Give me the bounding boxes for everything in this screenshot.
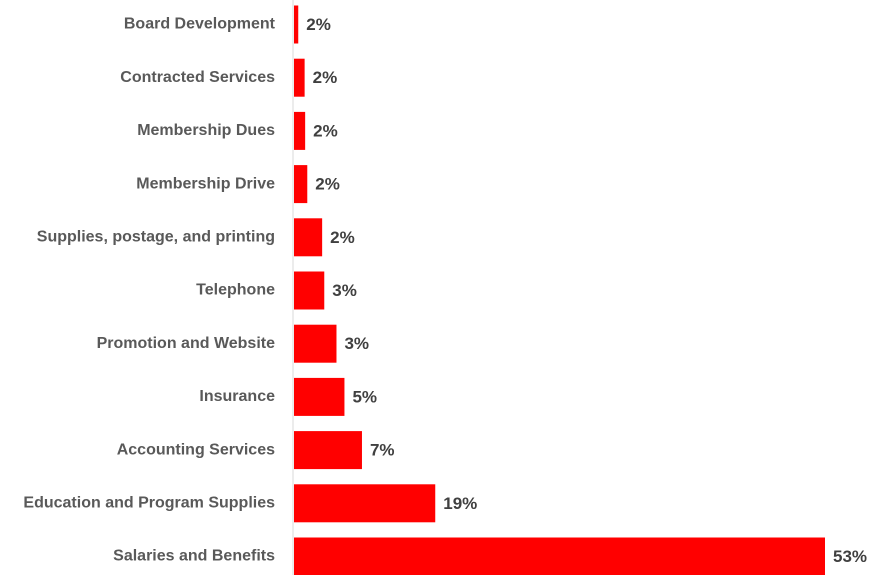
- category-label: Membership Drive: [136, 175, 275, 192]
- category-label: Promotion and Website: [97, 335, 275, 352]
- data-label: 2%: [313, 121, 338, 140]
- bar-2: [294, 58, 305, 97]
- value-labels-group: 2% 2% 2% 2% 2% 3% 3% 5% 7% 19% 53%: [306, 15, 867, 566]
- bar-5: [294, 218, 323, 257]
- category-label: Insurance: [199, 388, 275, 405]
- bar-10: [294, 484, 436, 523]
- category-label: Education and Program Supplies: [23, 495, 275, 512]
- category-label: Salaries and Benefits: [113, 548, 275, 565]
- category-label: Contracted Services: [120, 69, 275, 86]
- data-label: 2%: [330, 228, 355, 247]
- category-label: Board Development: [124, 16, 276, 33]
- bar-4: [294, 165, 308, 204]
- bar-9: [294, 431, 362, 470]
- data-label: 7%: [370, 441, 395, 460]
- data-label: 2%: [315, 175, 340, 194]
- bar-8: [294, 377, 345, 416]
- bar-7: [294, 324, 337, 363]
- bar-11: [294, 537, 825, 576]
- bars-group: [294, 5, 825, 576]
- bar-6: [294, 271, 325, 310]
- data-label: 19%: [443, 494, 477, 513]
- category-label: Accounting Services: [117, 441, 275, 458]
- data-label: 5%: [352, 387, 377, 406]
- data-label: 2%: [313, 68, 338, 87]
- category-label: Supplies, postage, and printing: [37, 229, 275, 246]
- data-label: 3%: [332, 281, 357, 300]
- category-label: Telephone: [196, 282, 275, 299]
- data-label: 53%: [833, 547, 867, 566]
- data-label: 3%: [344, 334, 369, 353]
- category-label: Membership Dues: [137, 122, 275, 139]
- data-label: 2%: [306, 15, 331, 34]
- bar-3: [294, 111, 306, 150]
- category-labels-group: Board Development Contracted Services Memb…: [23, 16, 275, 565]
- bar-1: [294, 5, 299, 44]
